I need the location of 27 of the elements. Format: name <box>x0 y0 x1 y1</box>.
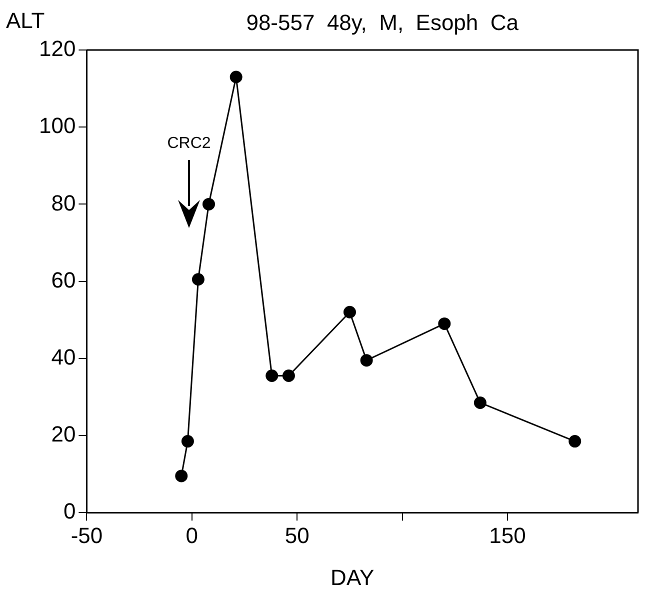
y-tick-label: 80 <box>51 190 76 216</box>
point <box>568 435 582 448</box>
point <box>202 198 215 210</box>
x-axis-title: DAY <box>330 565 374 590</box>
point <box>266 370 278 382</box>
y-tick-label: 60 <box>51 267 76 292</box>
y-tick-label: 0 <box>63 498 76 524</box>
point <box>181 435 194 448</box>
y-tick-label: 40 <box>51 344 76 370</box>
chart-title: 98-557 48y, M, Esoph Ca <box>246 10 520 35</box>
point <box>343 306 356 318</box>
y-tick-label: 100 <box>38 113 76 138</box>
point <box>438 317 451 330</box>
point <box>474 396 486 409</box>
point <box>192 273 204 286</box>
point <box>230 70 242 84</box>
y-tick-label: 120 <box>38 36 76 62</box>
point <box>282 370 295 382</box>
y-tick-label: 20 <box>51 422 76 447</box>
x-tick-label: 50 <box>284 522 310 548</box>
y-axis-title: ALT <box>6 8 45 33</box>
x-tick-label: -50 <box>70 522 103 548</box>
annotation: CRC2 <box>167 135 211 152</box>
x-tick-label: 150 <box>489 522 526 548</box>
point <box>360 354 373 367</box>
point <box>175 470 188 482</box>
x-tick-label: 0 <box>186 522 198 548</box>
